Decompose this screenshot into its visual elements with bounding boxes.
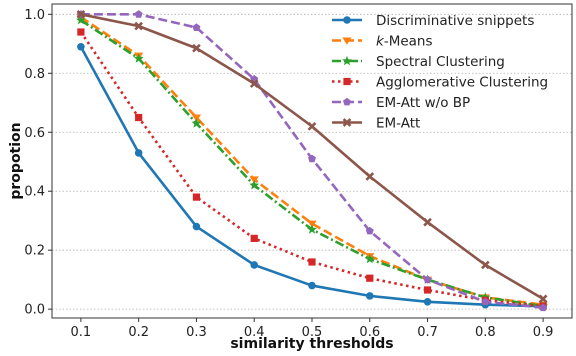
legend-item: k-Means: [332, 33, 433, 49]
data-point: [366, 274, 374, 282]
data-point: [77, 28, 85, 36]
data-point: [342, 37, 352, 45]
series-5: [76, 9, 548, 304]
legend: Discriminative snippets k-Means Spectral C…: [332, 13, 548, 131]
legend-item: Agglomerative Clustering: [332, 74, 548, 90]
data-point: [364, 253, 375, 264]
data-point: [308, 258, 316, 266]
y-tick-label: 0.0: [24, 303, 45, 318]
data-point: [249, 180, 260, 190]
x-tick-label: 0.3: [186, 325, 207, 340]
axis-ticks: 0.0 0.2 0.4 0.6 0.8 1.0 0.1 0.2 0.3 0.4 0.5 0.6 0.7 0…: [24, 8, 553, 340]
data-point: [307, 122, 317, 131]
data-point: [192, 222, 201, 231]
data-point: [342, 55, 352, 66]
data-point: [133, 53, 144, 63]
legend-item: EM-Att: [332, 115, 420, 131]
y-tick-label: 1.0: [24, 8, 45, 23]
data-point: [343, 77, 351, 86]
x-tick-label: 0.1: [71, 325, 92, 340]
x-tick-label: 0.9: [533, 325, 554, 340]
y-tick-label: 0.6: [24, 126, 45, 141]
data-point: [365, 292, 374, 300]
data-point: [308, 154, 316, 163]
legend-label-part: -Means: [384, 33, 433, 49]
data-point: [342, 118, 352, 127]
x-axis-label: similarity thresholds: [230, 336, 393, 352]
data-point: [308, 281, 316, 290]
legend-label-part: k: [376, 33, 385, 49]
data-point: [423, 297, 432, 306]
data-point: [134, 21, 143, 31]
legend-item: Spectral Clustering: [332, 54, 505, 70]
data-point: [539, 303, 548, 312]
series-group: [75, 9, 549, 312]
legend-item: Discriminative snippets: [332, 13, 534, 29]
legend-label: Discriminative snippets: [376, 13, 534, 29]
x-tick-label: 0.5: [302, 325, 323, 340]
legend-label: k-Means: [376, 33, 433, 49]
series-line: [80, 16, 544, 307]
x-tick-label: 0.7: [417, 325, 438, 340]
data-point: [135, 113, 143, 122]
series-3: [77, 28, 547, 310]
data-point: [423, 286, 432, 294]
legend-label: Spectral Clustering: [376, 54, 505, 70]
data-point: [192, 43, 201, 53]
x-tick-label: 0.6: [359, 325, 380, 340]
y-axis-label: propotion: [8, 122, 24, 199]
data-point: [538, 294, 548, 304]
data-point: [307, 224, 317, 234]
grid-lines: [52, 13, 572, 310]
data-point: [191, 114, 202, 122]
legend-label: EM-Att: [376, 115, 420, 131]
data-point: [192, 193, 201, 201]
data-point: [249, 79, 259, 88]
y-tick-label: 0.4: [24, 185, 45, 200]
x-tick-label: 0.4: [244, 325, 265, 340]
data-point: [481, 297, 490, 306]
x-tick-label: 0.2: [128, 325, 149, 340]
data-point: [423, 275, 432, 284]
y-tick-label: 0.8: [24, 67, 45, 82]
data-point: [307, 220, 317, 228]
data-point: [75, 15, 86, 25]
data-point: [76, 9, 86, 19]
legend-item: EM-Att w/o BP: [332, 95, 470, 111]
data-point: [192, 23, 201, 31]
data-point: [365, 226, 374, 235]
y-tick-label: 0.2: [24, 244, 45, 259]
data-point: [481, 260, 490, 270]
legend-label: Agglomerative Clustering: [376, 74, 548, 90]
series-line: [79, 31, 544, 308]
data-point: [365, 172, 375, 181]
data-point: [134, 149, 143, 157]
data-point: [250, 261, 259, 269]
x-tick-label: 0.8: [475, 325, 496, 340]
data-point: [343, 97, 351, 106]
data-point: [191, 118, 202, 128]
data-point: [423, 217, 432, 227]
data-point: [250, 234, 258, 242]
legend-label: EM-Att w/o BP: [376, 95, 470, 111]
data-point: [249, 176, 259, 184]
data-point: [134, 10, 143, 18]
data-point: [77, 42, 85, 51]
data-point: [343, 16, 351, 24]
